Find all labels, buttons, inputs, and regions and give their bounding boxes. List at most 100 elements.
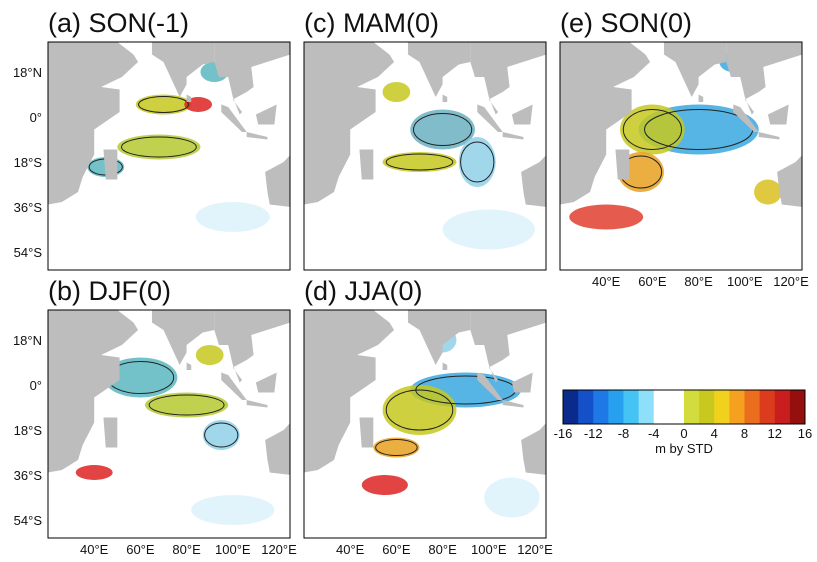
- map-panel: [48, 42, 291, 232]
- lon-label: 60°E: [638, 274, 667, 289]
- colorbar-swatch: [760, 390, 776, 424]
- anomaly-region: [136, 95, 191, 115]
- panel-title: (d) JJA(0): [304, 276, 423, 306]
- colorbar-swatch: [699, 390, 715, 424]
- anomaly-region: [145, 393, 228, 418]
- figure: (a) SON(-1) 18°N 0° 18°S 36°S 54°S (c) MAM(0) (…: [0, 0, 817, 557]
- land: [503, 400, 524, 408]
- land: [247, 400, 268, 408]
- panel-title: (e) SON(0): [560, 8, 692, 38]
- lon-label: 40°E: [592, 274, 621, 289]
- lon-label: 120°E: [517, 542, 553, 557]
- land: [221, 373, 246, 401]
- anomaly-region: [196, 202, 270, 232]
- land: [664, 42, 726, 97]
- anomaly-region: [76, 465, 113, 480]
- anomaly-region: [443, 210, 535, 250]
- colorbar-tick-label: 8: [741, 426, 748, 441]
- lon-label: 100°E: [215, 542, 251, 557]
- land: [247, 132, 268, 140]
- lon-label: 100°E: [471, 542, 507, 557]
- colorbar-swatch: [745, 390, 761, 424]
- colorbar-tick-label: 16: [798, 426, 812, 441]
- lat-label: 36°S: [14, 200, 43, 215]
- land: [187, 95, 192, 103]
- anomaly-region: [383, 152, 457, 172]
- lon-label: 120°E: [261, 542, 297, 557]
- map-panel: [560, 42, 803, 230]
- lat-label: 54°S: [14, 245, 43, 260]
- lon-label: 80°E: [172, 542, 201, 557]
- map-panel: [48, 310, 291, 525]
- lat-label: 54°S: [14, 513, 43, 528]
- land: [103, 150, 117, 180]
- anomaly-region: [117, 135, 200, 160]
- land: [214, 310, 290, 383]
- land: [470, 42, 546, 115]
- colorbar-tick-label: 4: [711, 426, 718, 441]
- land: [759, 132, 780, 140]
- colorbar-swatch: [654, 390, 670, 424]
- anomaly-region: [459, 137, 496, 187]
- lon-label: 60°E: [382, 542, 411, 557]
- panel-title: (b) DJF(0): [48, 276, 171, 306]
- land: [699, 95, 704, 103]
- lon-label: 60°E: [126, 542, 155, 557]
- anomaly-region: [383, 82, 411, 102]
- land: [521, 155, 546, 208]
- colorbar-tick-label: -8: [618, 426, 630, 441]
- land: [512, 105, 533, 125]
- land: [256, 105, 277, 125]
- land: [470, 310, 546, 383]
- land: [777, 155, 802, 208]
- panel-title: (a) SON(-1): [48, 8, 189, 38]
- colorbar-swatch: [639, 390, 655, 424]
- land: [103, 418, 117, 448]
- land: [214, 42, 290, 115]
- colorbar-tick-label: -12: [584, 426, 603, 441]
- land: [521, 423, 546, 476]
- colorbar-tick-label: -4: [648, 426, 660, 441]
- lon-label: 120°E: [773, 274, 809, 289]
- lat-label: 18°N: [13, 333, 42, 348]
- anomaly-region: [754, 180, 782, 205]
- land: [443, 95, 448, 103]
- land: [408, 310, 470, 365]
- anomaly-region: [362, 475, 408, 495]
- anomaly-region: [383, 385, 457, 435]
- lon-label: 100°E: [727, 274, 763, 289]
- colorbar-swatch: [669, 390, 685, 424]
- land: [265, 423, 290, 476]
- land: [477, 105, 502, 133]
- colorbar-tick-label: -16: [554, 426, 573, 441]
- land: [503, 132, 524, 140]
- colorbar-label: m by STD: [655, 441, 713, 456]
- colorbar-swatch: [790, 390, 806, 424]
- land: [726, 42, 802, 115]
- map-panel: [304, 42, 547, 250]
- lat-label: 0°: [30, 378, 42, 393]
- land: [359, 418, 373, 448]
- panel-title: (c) MAM(0): [304, 8, 439, 38]
- colorbar-swatch: [608, 390, 624, 424]
- lat-label: 18°N: [13, 65, 42, 80]
- colorbar-swatch: [684, 390, 700, 424]
- colorbar-swatch: [578, 390, 594, 424]
- lat-label: 18°S: [14, 423, 43, 438]
- anomaly-region: [569, 205, 643, 230]
- colorbar-swatch: [563, 390, 579, 424]
- land: [512, 373, 533, 393]
- colorbar-swatch: [729, 390, 745, 424]
- colorbar-swatch: [593, 390, 609, 424]
- lat-label: 36°S: [14, 468, 43, 483]
- land: [615, 150, 629, 180]
- lat-label: 0°: [30, 110, 42, 125]
- colorbar-swatch: [714, 390, 730, 424]
- land: [187, 363, 192, 371]
- land: [256, 373, 277, 393]
- lon-label: 40°E: [80, 542, 109, 557]
- land: [48, 42, 138, 205]
- anomaly-region: [191, 495, 274, 525]
- colorbar-swatch: [624, 390, 640, 424]
- anomaly-region: [203, 420, 240, 450]
